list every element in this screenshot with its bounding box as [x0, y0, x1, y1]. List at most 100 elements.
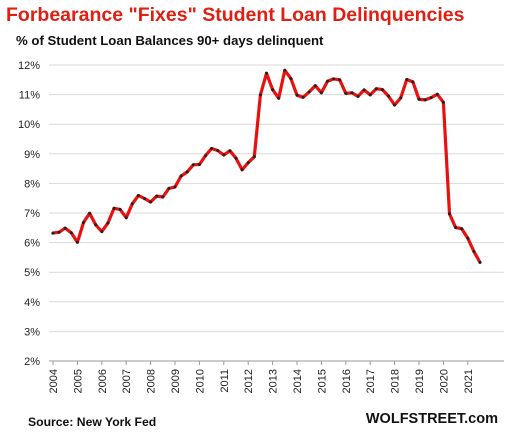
data-point [350, 91, 354, 95]
data-point [380, 88, 384, 92]
data-point [411, 80, 415, 84]
data-point [222, 153, 226, 157]
data-point [149, 200, 153, 204]
x-axis-ticks: 2004 2005 2006 2007 2008 2009 2010 2011 2012 2013… [48, 361, 475, 393]
data-point [448, 212, 451, 216]
data-point [118, 207, 122, 211]
data-point [405, 78, 409, 81]
data-point [338, 78, 342, 82]
data-point [161, 195, 165, 199]
data-point [307, 90, 311, 94]
x-tick-label: 2017 [365, 369, 377, 393]
data-point [393, 103, 397, 107]
data-point [283, 68, 287, 72]
chart-title: Forbearance "Fixes" Student Loan Delinqu… [6, 4, 465, 26]
data-point [204, 154, 207, 158]
data-point [301, 95, 305, 99]
brand-watermark: WOLFSTREET.com [365, 411, 498, 427]
data-point [143, 197, 146, 200]
data-point [234, 156, 238, 160]
data-point [179, 174, 183, 178]
series-layer [51, 68, 482, 264]
data-point [106, 221, 110, 225]
data-point [94, 223, 98, 227]
x-tick-label: 2016 [341, 369, 353, 393]
data-point [271, 88, 275, 92]
x-tick-label: 2015 [316, 369, 328, 393]
data-point [319, 91, 323, 95]
data-point [88, 211, 92, 215]
x-tick-label: 2020 [438, 369, 450, 393]
data-point [466, 236, 470, 240]
data-point [429, 96, 433, 100]
data-point [326, 79, 329, 83]
x-tick-label: 2012 [243, 369, 255, 393]
data-point [417, 97, 421, 101]
x-tick-label: 2009 [170, 369, 182, 393]
y-tick-label: 5% [24, 267, 40, 279]
y-tick-label: 4% [24, 297, 40, 309]
y-tick-label: 2% [24, 356, 40, 368]
data-point [374, 87, 378, 91]
data-point [399, 96, 403, 100]
source-note: Source: New York Fed [28, 415, 157, 429]
data-point [332, 77, 336, 81]
y-tick-label: 6% [24, 238, 40, 250]
data-point [185, 170, 189, 174]
data-point [228, 149, 232, 153]
data-point [344, 91, 348, 95]
data-point [100, 230, 104, 234]
gridlines [49, 64, 504, 362]
data-point [277, 96, 281, 100]
data-point [82, 221, 85, 224]
data-point [252, 155, 256, 159]
data-point [136, 194, 140, 197]
y-tick-label: 12% [18, 60, 40, 72]
x-tick-label: 2005 [72, 369, 84, 393]
data-point [75, 240, 79, 244]
data-point [210, 147, 214, 150]
data-point [454, 226, 458, 229]
x-tick-label: 2004 [48, 369, 60, 393]
data-point [423, 98, 427, 102]
data-point [295, 93, 299, 97]
y-tick-label: 9% [24, 149, 40, 161]
data-point [173, 185, 177, 189]
data-point [313, 84, 317, 88]
y-tick-label: 7% [24, 208, 40, 220]
x-tick-label: 2008 [146, 369, 158, 393]
data-point [387, 94, 390, 98]
data-point [289, 77, 293, 81]
data-point [265, 71, 268, 75]
data-point [368, 93, 372, 97]
y-tick-label: 10% [18, 119, 40, 131]
data-point [435, 92, 439, 96]
data-point [362, 88, 366, 92]
data-point [63, 226, 67, 230]
data-point [51, 231, 55, 235]
x-tick-label: 2006 [97, 369, 109, 393]
data-point [197, 163, 201, 166]
chart-subtitle: % of Student Loan Balances 90+ days deli… [16, 33, 324, 48]
data-point [124, 216, 128, 220]
data-point [460, 227, 464, 231]
data-point [240, 168, 244, 172]
data-point [441, 100, 445, 104]
y-tick-label: 3% [24, 326, 40, 338]
series-line [51, 68, 482, 264]
data-point [57, 230, 61, 234]
x-tick-label: 2018 [390, 369, 402, 393]
data-point [246, 161, 250, 165]
y-tick-label: 11% [19, 90, 40, 102]
x-tick-label: 2014 [292, 369, 304, 393]
data-point [155, 194, 159, 198]
data-point [478, 260, 482, 264]
x-tick-label: 2013 [268, 369, 280, 393]
x-tick-label: 2007 [121, 369, 133, 393]
data-point [130, 202, 134, 206]
data-point [356, 94, 360, 98]
data-point [472, 250, 476, 253]
data-point [216, 149, 220, 152]
data-point [112, 206, 116, 210]
